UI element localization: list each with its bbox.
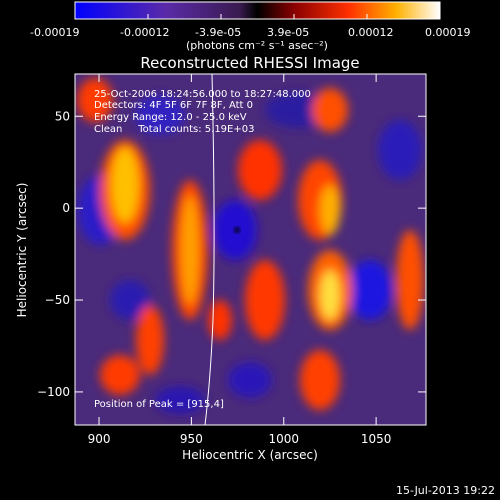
colorbar-unit-label: (photons cm⁻² s⁻¹ asec⁻²) bbox=[186, 39, 328, 52]
colorbar-tick-label: -3.9e-05 bbox=[195, 26, 241, 39]
y-axis-ticks bbox=[75, 115, 426, 393]
y-axis-tick-labels: 50 0 −50 −100 bbox=[37, 109, 70, 399]
solar-limb-line bbox=[204, 74, 215, 425]
x-axis-tick-labels: 900 950 1000 1050 bbox=[88, 432, 392, 446]
x-tick-label: 950 bbox=[180, 432, 203, 446]
colorbar-tick-label: 0.00012 bbox=[348, 26, 394, 39]
colorbar-tick-label: -0.00012 bbox=[120, 26, 169, 39]
colorbar-tick-label: 3.9e-05 bbox=[267, 26, 309, 39]
plot-image bbox=[75, 74, 426, 425]
x-tick-label: 900 bbox=[88, 432, 111, 446]
y-axis-label: Heliocentric Y (arcsec) bbox=[15, 183, 29, 318]
plot-frame bbox=[74, 73, 427, 426]
x-axis-label: Heliocentric X (arcsec) bbox=[182, 448, 318, 462]
y-tick-label: −100 bbox=[37, 385, 70, 399]
y-tick-label: 0 bbox=[62, 201, 70, 215]
colorbar-tick-label: 0.00019 bbox=[425, 26, 471, 39]
annotation-clean: Clean Total counts: 5.19E+03 bbox=[94, 124, 254, 135]
y-tick-label: −50 bbox=[45, 293, 70, 307]
annotation-time: 25-Oct-2006 18:24:56.000 to 18:27:48.000 bbox=[94, 89, 311, 100]
x-tick-label: 1000 bbox=[268, 432, 299, 446]
colorbar bbox=[74, 1, 441, 20]
colorbar-ticks bbox=[74, 14, 441, 19]
annotation-peak: Position of Peak = [915,4] bbox=[94, 399, 224, 410]
x-axis-ticks bbox=[98, 74, 377, 425]
annotation-energy: Energy Range: 12.0 - 25.0 keV bbox=[94, 112, 247, 123]
y-tick-label: 50 bbox=[55, 109, 70, 123]
timestamp: 15-Jul-2013 19:22 bbox=[396, 484, 495, 497]
colorbar-tick-label: -0.00019 bbox=[30, 26, 79, 39]
annotation-detectors: Detectors: 4F 5F 6F 7F 8F, Att 0 bbox=[94, 100, 253, 111]
x-tick-label: 1050 bbox=[361, 432, 392, 446]
plot-title: Reconstructed RHESSI Image bbox=[140, 54, 359, 72]
